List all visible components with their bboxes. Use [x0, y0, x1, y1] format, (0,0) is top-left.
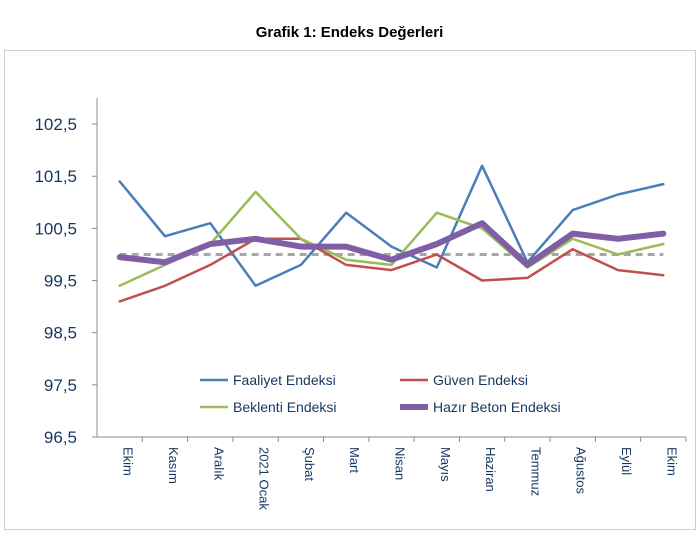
- y-tick-label: 101,5: [34, 167, 77, 186]
- x-tick-label: Mayıs: [438, 447, 453, 482]
- chart-title: Grafik 1: Endeks Değerleri: [255, 24, 444, 41]
- chart-frame: [4, 50, 696, 530]
- x-tick-label: 2021 Ocak: [257, 447, 272, 510]
- y-tick-label: 102,5: [34, 115, 77, 134]
- legend-label: Faaliyet Endeksi: [233, 372, 336, 388]
- x-tick-label: Ekim: [121, 447, 136, 476]
- legend-label: Beklenti Endeksi: [233, 399, 337, 415]
- y-tick-label: 97,5: [44, 376, 77, 395]
- series-line: [118, 237, 665, 303]
- series-line: [116, 220, 667, 268]
- x-tick-label: Aralık: [211, 447, 226, 481]
- y-tick-label: 96,5: [44, 428, 77, 447]
- series-line: [118, 164, 665, 288]
- x-tick-label: Mart: [347, 447, 362, 473]
- x-tick-label: Haziran: [483, 447, 498, 492]
- legend-label: Güven Endeksi: [433, 372, 528, 388]
- y-tick-label: 99,5: [44, 272, 77, 291]
- x-tick-label: Ekim: [664, 447, 679, 476]
- x-tick-label: Eylül: [619, 447, 634, 475]
- x-tick-label: Nisan: [393, 447, 408, 480]
- y-tick-label: 98,5: [44, 324, 77, 343]
- legend-label: Hazır Beton Endeksi: [433, 399, 561, 415]
- x-tick-label: Temmuz: [528, 447, 543, 496]
- x-tick-label: Kasım: [166, 447, 181, 484]
- x-tick-label: Şubat: [302, 447, 317, 481]
- x-tick-label: Ağustos: [574, 447, 589, 494]
- y-tick-label: 100,5: [34, 219, 77, 238]
